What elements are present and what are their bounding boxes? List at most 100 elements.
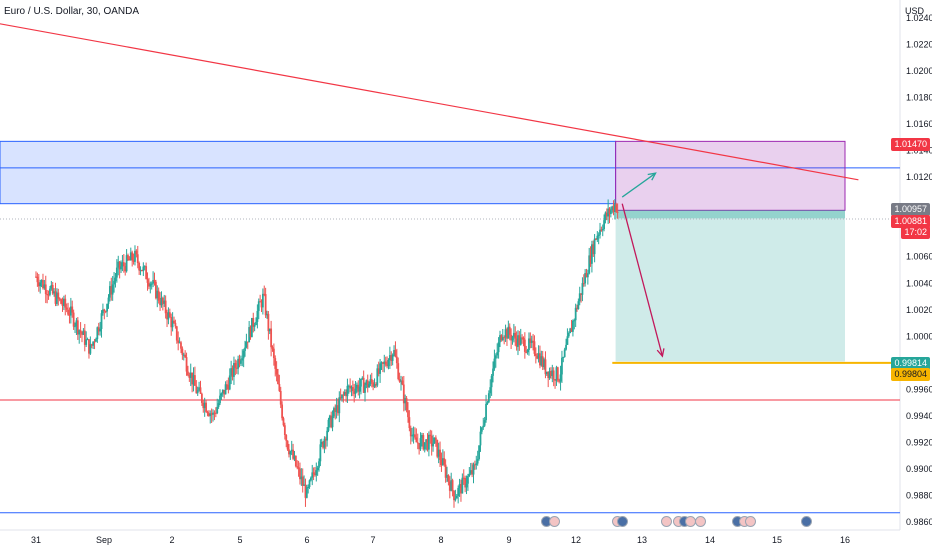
economic-event-icon[interactable] <box>549 516 560 527</box>
candle-body <box>93 341 96 343</box>
candle-body <box>263 293 266 295</box>
candle-body <box>562 356 565 358</box>
candle-body <box>49 288 51 295</box>
candle-body <box>430 435 433 447</box>
candle-body <box>305 487 308 498</box>
candle-body <box>476 459 479 464</box>
candle-body <box>125 255 128 272</box>
candle-body <box>503 337 506 339</box>
candle-body <box>331 416 334 428</box>
position-target-zone <box>615 210 845 362</box>
candle-body <box>493 358 496 369</box>
candle-body <box>551 370 554 377</box>
candle-body <box>478 445 480 460</box>
candle-body <box>178 342 181 344</box>
candle-body <box>231 368 234 377</box>
economic-event-icon[interactable] <box>617 516 628 527</box>
candle-body <box>118 261 121 270</box>
candle-body <box>595 238 597 240</box>
candle-body <box>528 338 530 350</box>
candle-body <box>139 269 142 271</box>
candle-body <box>206 411 209 414</box>
candle-body <box>143 266 146 268</box>
candle-body <box>436 439 439 457</box>
candle-body <box>368 383 370 388</box>
support-badge: 0.99804 <box>891 368 930 381</box>
candle-body <box>316 467 319 471</box>
candle-body <box>194 375 196 386</box>
candle-body <box>209 413 212 416</box>
candle-body <box>386 364 388 367</box>
economic-event-icon[interactable] <box>801 516 812 527</box>
candle-body <box>451 480 454 491</box>
y-tick-label: 0.98600 <box>906 517 932 527</box>
candle-body <box>314 473 316 476</box>
candle-body <box>203 402 206 409</box>
economic-event-icon[interactable] <box>695 516 706 527</box>
candle-body <box>74 326 76 328</box>
candle-body <box>185 357 188 372</box>
candle-body <box>242 350 245 359</box>
candle-body <box>307 486 310 488</box>
candle-body <box>585 272 588 278</box>
candle-body <box>360 378 362 387</box>
candle-body <box>168 312 171 318</box>
candle-body <box>275 368 278 375</box>
y-tick-label: 1.02400 <box>906 13 932 23</box>
candle-body <box>563 349 566 357</box>
candle-body <box>153 280 156 282</box>
candle-body <box>202 402 205 409</box>
candle-body <box>537 353 540 359</box>
candle-body <box>569 328 572 333</box>
candle-body <box>468 473 471 477</box>
candle-body <box>174 322 177 327</box>
candle-body <box>230 368 233 376</box>
candle-body <box>373 384 376 387</box>
candle-body <box>440 460 443 466</box>
candle-body <box>177 340 180 343</box>
candle-body <box>514 332 517 339</box>
candle-body <box>187 371 189 376</box>
candle-body <box>145 266 148 280</box>
candle-body <box>460 484 462 494</box>
candle-body <box>81 332 83 335</box>
candle-body <box>146 279 149 283</box>
candle-body <box>136 254 139 263</box>
candle-body <box>586 273 589 278</box>
candle-body <box>492 368 494 376</box>
candle-body <box>88 339 90 354</box>
resistance-zone <box>0 140 617 205</box>
candle-body <box>83 330 86 345</box>
candle-body <box>397 363 400 380</box>
candle-body <box>270 328 273 348</box>
candle-body <box>285 435 288 441</box>
economic-event-icon[interactable] <box>745 516 756 527</box>
candle-body <box>233 363 235 377</box>
candle-body <box>444 464 447 478</box>
candle-body <box>108 286 111 298</box>
candle-body <box>337 405 339 414</box>
candle-body <box>103 309 106 312</box>
candle-body <box>345 392 347 397</box>
candle-body <box>482 425 485 428</box>
candle-body <box>591 244 593 264</box>
candle-body <box>47 294 50 296</box>
candle-body <box>506 329 508 339</box>
economic-event-icon[interactable] <box>661 516 672 527</box>
candle-body <box>422 435 425 450</box>
candle-body <box>462 477 465 479</box>
countdown-badge: 17:02 <box>901 226 930 239</box>
currency-label: USD <box>904 6 924 16</box>
candle-body <box>266 313 268 316</box>
candle-body <box>64 298 67 308</box>
candle-body <box>300 476 303 480</box>
candle-body <box>264 294 267 316</box>
candle-body <box>181 348 184 355</box>
candle-body <box>219 395 221 404</box>
candle-body <box>274 358 277 369</box>
x-tick-label: 16 <box>840 535 850 545</box>
candle-body <box>246 341 249 343</box>
